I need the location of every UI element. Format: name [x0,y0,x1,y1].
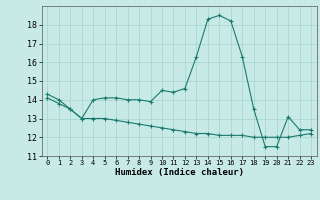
X-axis label: Humidex (Indice chaleur): Humidex (Indice chaleur) [115,168,244,177]
